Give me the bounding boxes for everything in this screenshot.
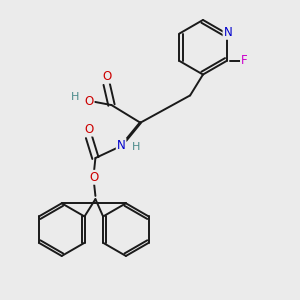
Text: O: O bbox=[89, 171, 98, 184]
Text: O: O bbox=[84, 95, 94, 108]
Text: F: F bbox=[241, 54, 247, 68]
Text: N: N bbox=[117, 139, 125, 152]
Text: O: O bbox=[84, 123, 94, 136]
Text: O: O bbox=[102, 70, 111, 83]
Text: N: N bbox=[224, 26, 232, 39]
Text: H: H bbox=[71, 92, 80, 102]
Text: H: H bbox=[132, 142, 140, 152]
